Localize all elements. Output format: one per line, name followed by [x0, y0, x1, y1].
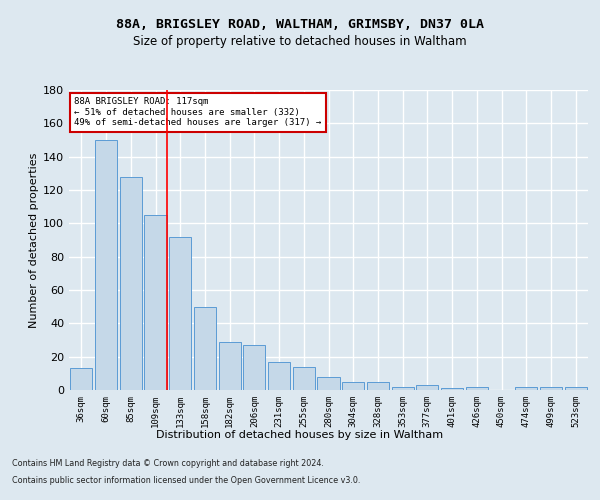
Bar	[466, 386, 488, 390]
Bar	[342, 382, 364, 390]
Bar	[293, 366, 315, 390]
Y-axis label: Number of detached properties: Number of detached properties	[29, 152, 39, 328]
Text: Contains public sector information licensed under the Open Government Licence v3: Contains public sector information licen…	[12, 476, 361, 485]
Bar	[268, 362, 290, 390]
Text: Size of property relative to detached houses in Waltham: Size of property relative to detached ho…	[133, 35, 467, 48]
Text: Contains HM Land Registry data © Crown copyright and database right 2024.: Contains HM Land Registry data © Crown c…	[12, 458, 324, 468]
Bar	[441, 388, 463, 390]
Bar	[95, 140, 117, 390]
Bar	[194, 306, 216, 390]
Bar	[565, 386, 587, 390]
Bar	[392, 386, 414, 390]
Bar	[169, 236, 191, 390]
Bar	[218, 342, 241, 390]
Bar	[243, 345, 265, 390]
Bar	[317, 376, 340, 390]
Bar	[416, 385, 439, 390]
Text: 88A BRIGSLEY ROAD: 117sqm
← 51% of detached houses are smaller (332)
49% of semi: 88A BRIGSLEY ROAD: 117sqm ← 51% of detac…	[74, 98, 322, 128]
Bar	[70, 368, 92, 390]
Bar	[145, 215, 167, 390]
Bar	[515, 386, 538, 390]
Bar	[540, 386, 562, 390]
Text: Distribution of detached houses by size in Waltham: Distribution of detached houses by size …	[157, 430, 443, 440]
Bar	[119, 176, 142, 390]
Text: 88A, BRIGSLEY ROAD, WALTHAM, GRIMSBY, DN37 0LA: 88A, BRIGSLEY ROAD, WALTHAM, GRIMSBY, DN…	[116, 18, 484, 30]
Bar	[367, 382, 389, 390]
